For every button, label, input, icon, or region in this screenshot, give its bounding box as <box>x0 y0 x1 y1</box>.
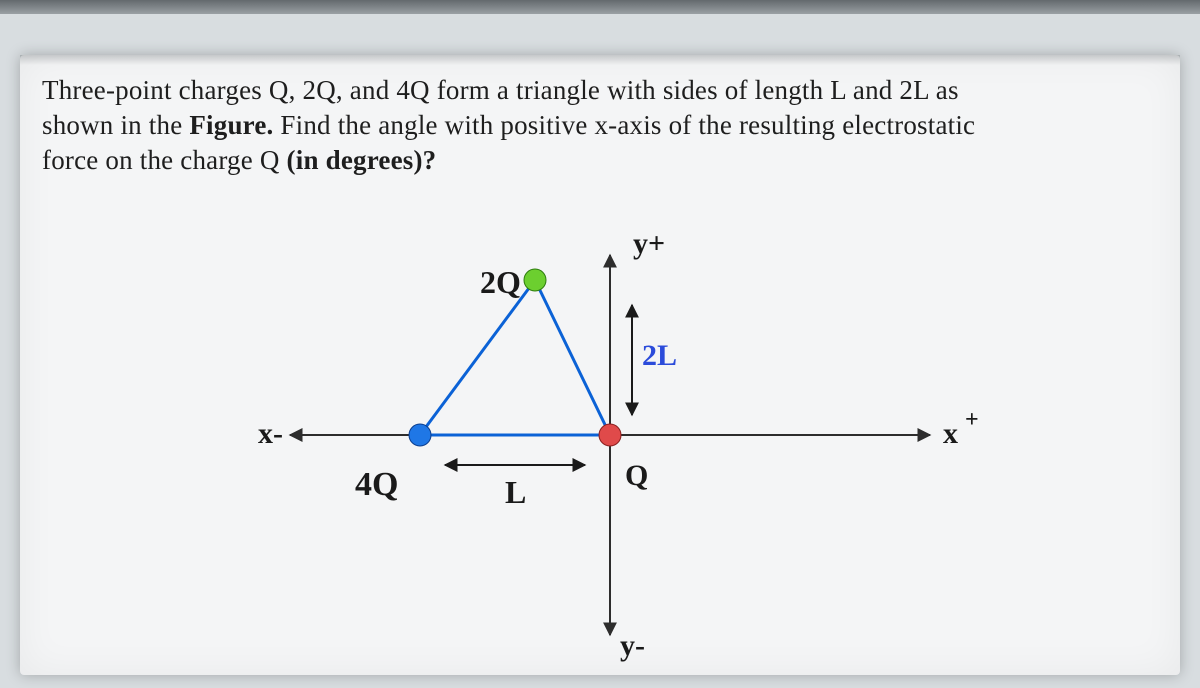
label-x-plus-sign: + <box>965 407 979 433</box>
label-y-plus: y+ <box>633 227 665 260</box>
label-Q: Q <box>625 459 648 492</box>
figure-area: y+ y- x + x- 2Q 4Q Q 2L L <box>250 205 950 665</box>
figure-svg: y+ y- x + x- 2Q 4Q Q 2L L <box>250 205 950 665</box>
window-top-shadow <box>0 0 1200 14</box>
problem-line1: Three-point charges Q, 2Q, and 4Q form a… <box>42 75 959 105</box>
charge-2Q <box>524 269 546 291</box>
label-y-minus: y- <box>620 629 645 662</box>
paper-sheet: Three-point charges Q, 2Q, and 4Q form a… <box>20 55 1180 675</box>
problem-line2-pre: shown in the <box>42 110 189 140</box>
sheet-inner-shadow <box>20 55 1180 65</box>
label-4Q: 4Q <box>355 466 398 503</box>
problem-text: Three-point charges Q, 2Q, and 4Q form a… <box>42 73 1142 178</box>
label-x-plus: x <box>943 417 958 450</box>
problem-line3-pre: force on the charge Q <box>42 145 287 175</box>
charge-4Q <box>409 424 431 446</box>
charge-Q <box>599 424 621 446</box>
side-vertical-approx <box>535 280 610 435</box>
label-L: L <box>505 474 526 510</box>
problem-figure-word: Figure. <box>189 110 273 140</box>
label-2Q: 2Q <box>480 264 521 300</box>
label-2L: 2L <box>642 339 677 372</box>
problem-units: (in degrees)? <box>287 145 437 175</box>
label-x-minus: x- <box>258 417 283 450</box>
problem-line2-post: Find the angle with positive x-axis of t… <box>273 110 975 140</box>
side-hypotenuse <box>420 280 535 435</box>
